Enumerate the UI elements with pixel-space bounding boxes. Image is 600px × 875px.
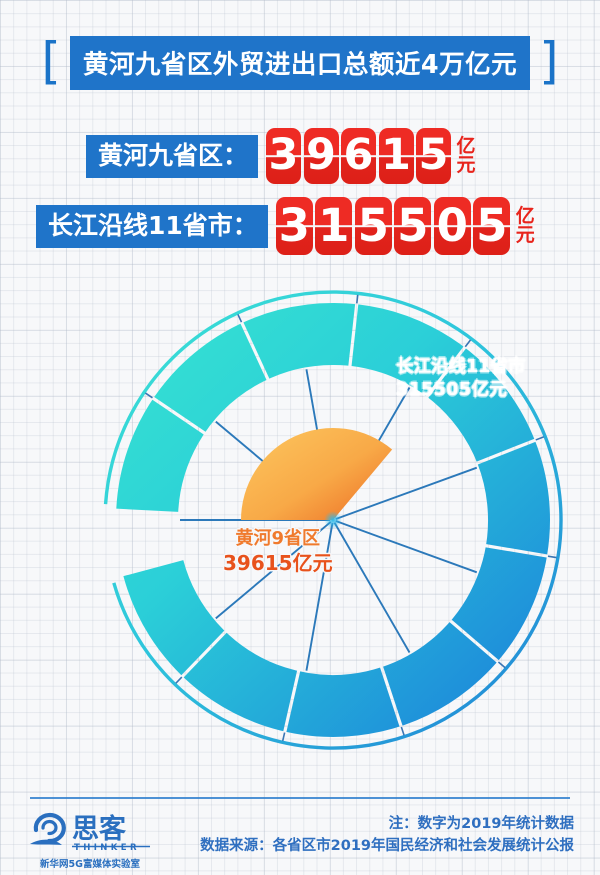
- logo-swirl-icon: [30, 812, 66, 845]
- digit-value: 6: [343, 129, 374, 180]
- footer-note: 注：数字为2019年统计数据: [388, 816, 574, 832]
- chart-outer-ring-changjiang: [116, 302, 550, 737]
- digit-value: 3: [278, 198, 310, 252]
- stat-unit-changjiang: 亿 元: [516, 207, 535, 244]
- digit-box: 5: [473, 197, 511, 255]
- chart-label-huanghe-name: 黄河9省区: [235, 528, 321, 549]
- digit-value: 1: [318, 198, 350, 252]
- stat-digits-huanghe: 3 9 6 1 5: [266, 128, 454, 184]
- stat-digits-changjiang: 3 1 5 5 0 5: [275, 197, 513, 255]
- sike-thinker-logo: 思客 THINKER: [30, 812, 150, 853]
- logo-subtitle: 新华网5G富媒体实验室: [40, 859, 140, 870]
- logo-wordmark-en: THINKER: [74, 843, 140, 853]
- chart-segment-ticks: [144, 294, 557, 742]
- digit-value: 5: [476, 198, 508, 252]
- chart-label-changjiang: 长江沿线11省市 315505亿元: [396, 356, 525, 403]
- chart-label-changjiang-value: 315505亿元: [396, 380, 508, 401]
- footer-divider: [30, 797, 570, 799]
- donut-chart: [103, 290, 563, 750]
- stat-row-huanghe: 黄河九省区： 3 9 6 1 5 亿 元: [86, 128, 476, 184]
- unit-line-2: 元: [456, 154, 476, 176]
- stat-label-changjiang: 长江沿线11省市：: [36, 204, 268, 248]
- digit-box: 3: [275, 197, 313, 255]
- digit-box: 5: [354, 197, 392, 255]
- stat-row-changjiang: 长江沿线11省市： 3 1 5 5 0 5 亿 元: [36, 197, 535, 255]
- footer-source: 数据来源：各省区市2019年国民经济和社会发展统计公报: [200, 837, 574, 854]
- digit-box: 6: [341, 128, 377, 184]
- digit-value: 5: [357, 198, 389, 252]
- stat-unit-huanghe: 亿 元: [457, 137, 476, 174]
- page-title: 黄河九省区外贸进出口总额近4万亿元: [69, 36, 531, 90]
- digit-box: 5: [416, 128, 452, 184]
- digit-box: 1: [315, 197, 353, 255]
- digit-value: 1: [381, 129, 411, 180]
- chart-label-huanghe-value: 39615亿元: [223, 551, 333, 576]
- bracket-right-icon: ]: [539, 32, 559, 90]
- digit-value: 9: [306, 129, 336, 180]
- chart-label-changjiang-name: 长江沿线11省市: [396, 357, 526, 377]
- chart-label-huanghe: 黄河9省区 39615亿元: [223, 527, 333, 576]
- digit-box: 5: [394, 197, 432, 255]
- digit-box: 1: [378, 128, 414, 184]
- digit-value: 0: [436, 198, 468, 252]
- unit-line-1: 亿: [515, 205, 535, 228]
- stat-label-huanghe: 黄河九省区：: [86, 134, 259, 178]
- logo-wordmark: 思客: [72, 813, 127, 845]
- chart-center-glow: [324, 511, 342, 529]
- unit-line-1: 亿: [456, 135, 476, 158]
- digit-box: 0: [433, 197, 471, 255]
- digit-box: 9: [303, 128, 339, 184]
- chart-inner-wedge-huanghe: [241, 427, 393, 520]
- unit-line-2: 元: [515, 224, 535, 246]
- digit-box: 3: [266, 128, 302, 184]
- digit-value: 5: [397, 198, 429, 252]
- footer-notes: 注：数字为2019年统计数据 数据来源：各省区市2019年国民经济和社会发展统计…: [200, 814, 574, 858]
- chart-outer-outline: [103, 290, 563, 750]
- bracket-left-icon: [: [41, 32, 61, 90]
- digit-value: 5: [418, 129, 449, 180]
- digit-value: 3: [268, 129, 299, 180]
- page-title-row: [ 黄河九省区外贸进出口总额近4万亿元 ]: [0, 36, 600, 90]
